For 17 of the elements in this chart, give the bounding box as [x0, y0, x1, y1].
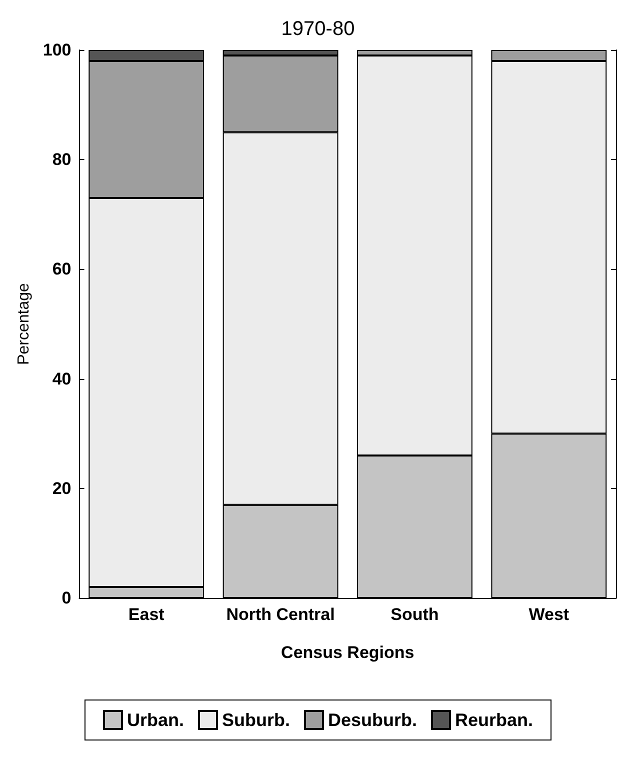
x-tick-label: East [128, 605, 165, 624]
legend-label: Reurban. [454, 710, 534, 730]
y-tick-label: 20 [52, 478, 72, 498]
legend-label: Suburb. [222, 710, 290, 730]
x-tick-label: West [528, 605, 570, 624]
legend-label: Urban. [126, 710, 184, 730]
y-tick-label: 40 [52, 369, 72, 388]
x-tick-label: North Central [226, 605, 335, 624]
y-tick-label: 100 [42, 40, 72, 60]
y-axis-title: Percentage [16, 282, 32, 365]
chart-title: 1970-80 [281, 18, 355, 40]
x-tick-label: South [390, 605, 439, 624]
legend-label: Desuburb. [328, 710, 418, 730]
y-tick-label: 80 [52, 150, 72, 170]
x-axis-title: Census Regions [281, 643, 414, 662]
y-tick-label: 60 [52, 260, 72, 279]
y-tick-label: 0 [62, 588, 72, 608]
